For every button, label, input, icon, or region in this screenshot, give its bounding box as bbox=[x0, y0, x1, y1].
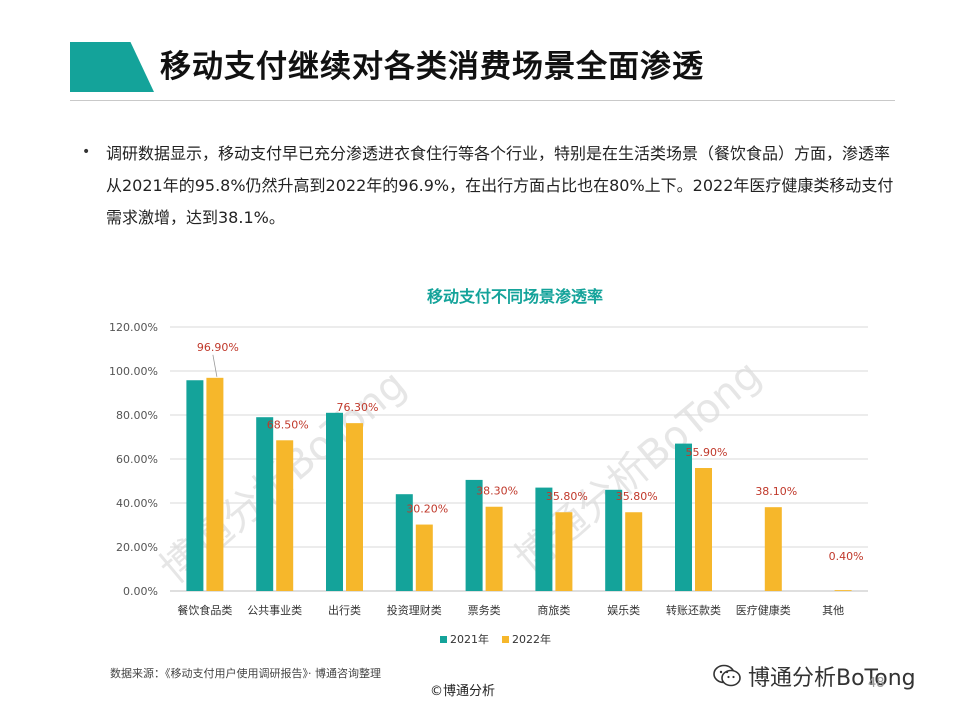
slide-title: 移动支付继续对各类消费场景全面渗透 bbox=[160, 49, 704, 85]
bar-2021 bbox=[395, 494, 413, 591]
bar-2021 bbox=[186, 380, 204, 591]
chart-title: 移动支付不同场景渗透率 bbox=[427, 287, 603, 306]
bar-2022 bbox=[764, 507, 782, 591]
x-tick-label: 投资理财类 bbox=[387, 603, 442, 617]
y-tick-label: 80.00% bbox=[116, 409, 158, 422]
data-label: 35.80% bbox=[546, 490, 588, 503]
bullet-text: 调研数据显示，移动支付早已充分渗透进衣食住行等各个行业，特别是在生活类场景（餐饮… bbox=[106, 144, 894, 227]
bar-2022 bbox=[625, 512, 643, 591]
x-tick-label: 出行类 bbox=[328, 603, 361, 617]
data-label: 76.30% bbox=[337, 401, 379, 414]
bullet-icon: • bbox=[82, 144, 91, 160]
y-tick-label: 0.00% bbox=[123, 585, 158, 598]
bar-2021 bbox=[256, 417, 274, 591]
legend-swatch bbox=[502, 636, 509, 643]
page-number: 48 bbox=[868, 676, 885, 691]
data-label: 38.10% bbox=[755, 485, 797, 498]
bar-2022 bbox=[485, 506, 503, 591]
y-tick-label: 120.00% bbox=[109, 321, 158, 334]
x-tick-label: 医疗健康类 bbox=[736, 603, 791, 617]
copyright: ©博通分析 bbox=[430, 684, 496, 699]
legend-label: 2022年 bbox=[512, 632, 551, 646]
x-tick-label: 娱乐类 bbox=[607, 603, 640, 617]
bar-2021 bbox=[605, 489, 623, 591]
data-label: 55.90% bbox=[686, 446, 728, 459]
bar-2021 bbox=[535, 487, 553, 591]
bar-2022 bbox=[695, 468, 712, 591]
x-tick-label: 转账还款类 bbox=[666, 603, 721, 617]
bar-2022 bbox=[415, 524, 433, 591]
data-label: 38.30% bbox=[476, 485, 518, 498]
data-label: 96.90% bbox=[197, 341, 239, 354]
bar-2021 bbox=[465, 479, 483, 591]
y-tick-label: 60.00% bbox=[116, 453, 158, 466]
wechat-name: 博通分析BoTong bbox=[748, 666, 916, 691]
x-tick-label: 商旅类 bbox=[537, 603, 570, 617]
data-label: 0.40% bbox=[829, 550, 864, 563]
bar-2021 bbox=[675, 443, 692, 591]
legend-label: 2021年 bbox=[450, 632, 489, 646]
title-divider bbox=[70, 100, 895, 101]
bar-2022 bbox=[555, 512, 573, 591]
y-tick-label: 100.00% bbox=[109, 365, 158, 378]
x-tick-label: 其他 bbox=[822, 604, 844, 617]
data-label: 30.20% bbox=[406, 503, 448, 516]
bar-2022 bbox=[206, 377, 224, 591]
bar-2022 bbox=[834, 590, 852, 591]
legend-swatch bbox=[440, 636, 447, 643]
x-tick-label: 票务类 bbox=[468, 603, 501, 617]
data-label-leader bbox=[212, 354, 218, 377]
x-tick-label: 公共事业类 bbox=[247, 603, 302, 617]
y-tick-label: 20.00% bbox=[116, 541, 158, 554]
y-tick-label: 40.00% bbox=[116, 497, 158, 510]
data-label: 35.80% bbox=[616, 490, 658, 503]
data-label: 68.50% bbox=[267, 418, 309, 431]
wechat-icon bbox=[713, 664, 741, 687]
bar-2022 bbox=[346, 423, 363, 591]
bar-2022 bbox=[276, 440, 294, 591]
x-tick-label: 餐饮食品类 bbox=[177, 603, 232, 617]
bar-2021 bbox=[326, 412, 343, 591]
wechat-account: 博通分析BoTong bbox=[712, 660, 916, 692]
data-source: 数据来源：《移动支付用户使用调研报告》· 博通咨询整理 bbox=[110, 667, 381, 680]
